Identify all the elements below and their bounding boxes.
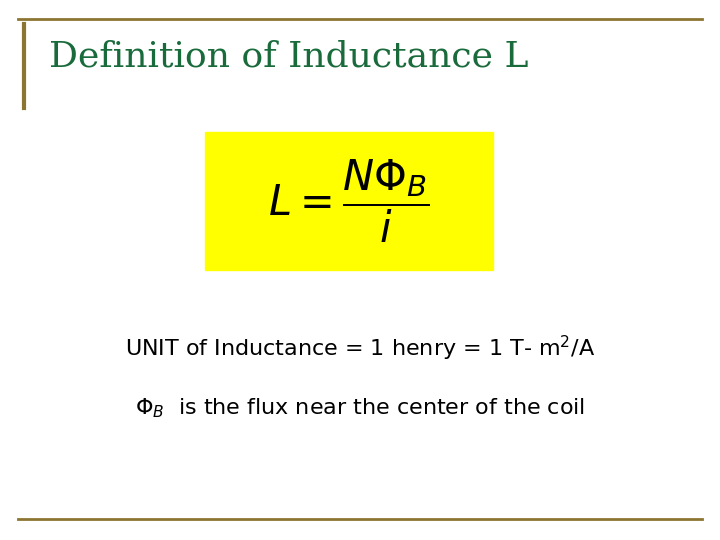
Text: $L = \dfrac{N\Phi_B}{i}$: $L = \dfrac{N\Phi_B}{i}$ bbox=[269, 157, 430, 245]
Text: $\Phi_B$  is the flux near the center of the coil: $\Phi_B$ is the flux near the center of … bbox=[135, 396, 585, 420]
FancyBboxPatch shape bbox=[205, 132, 493, 270]
Text: UNIT of Inductance = 1 henry = 1 T- m$^2$/A: UNIT of Inductance = 1 henry = 1 T- m$^2… bbox=[125, 334, 595, 363]
Text: Definition of Inductance L: Definition of Inductance L bbox=[49, 40, 528, 73]
